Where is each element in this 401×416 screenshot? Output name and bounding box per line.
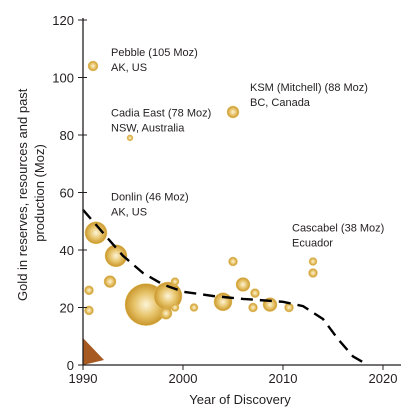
y-tick-label: 60 bbox=[60, 186, 74, 201]
annotation-label: Donlin (46 Moz) AK, US bbox=[111, 192, 189, 219]
y-tick-label: 20 bbox=[60, 301, 74, 316]
deposit-bubble bbox=[159, 307, 173, 320]
y-tick-label: 0 bbox=[67, 358, 74, 373]
x-tick-label: 2000 bbox=[169, 371, 198, 386]
deposit-bubble bbox=[126, 134, 134, 142]
x-tick-label: 1990 bbox=[69, 371, 98, 386]
discovery-trend-line bbox=[82, 209, 369, 367]
deposit-bubble bbox=[308, 268, 318, 278]
y-tick-label: 100 bbox=[52, 71, 74, 86]
deposit-bubble bbox=[250, 288, 260, 298]
x-axis-title: Year of Discovery bbox=[189, 392, 291, 407]
deposit-bubble bbox=[213, 292, 233, 312]
origin-marker bbox=[83, 338, 104, 365]
deposit-bubble bbox=[104, 244, 128, 268]
annotation-label: Cascabel (38 Moz) Ecuador bbox=[292, 223, 384, 250]
deposit-bubble bbox=[284, 302, 294, 313]
deposit-bubble bbox=[248, 302, 258, 313]
deposit-bubble bbox=[84, 305, 94, 316]
deposit-bubble bbox=[87, 60, 99, 72]
annotation-label: Pebble (105 Moz) AK, US bbox=[111, 47, 198, 74]
deposit-bubble bbox=[84, 221, 108, 245]
deposit-bubble bbox=[189, 303, 199, 312]
deposit-bubble bbox=[103, 275, 117, 288]
deposit-bubble bbox=[170, 277, 180, 286]
deposit-bubble bbox=[228, 256, 238, 267]
x-tick-label: 2020 bbox=[369, 371, 398, 386]
y-tick-label: 40 bbox=[60, 243, 74, 258]
deposit-bubble bbox=[235, 277, 251, 292]
annotation-label: Cadia East (78 Moz) NSW, Australia bbox=[111, 107, 211, 134]
x-tick-label: 2010 bbox=[269, 371, 298, 386]
deposit-bubble bbox=[308, 257, 318, 266]
deposit-bubble bbox=[226, 105, 240, 119]
y-axis-title: Gold in reserves, resources and past pro… bbox=[15, 85, 47, 301]
deposit-bubble bbox=[84, 285, 94, 296]
y-tick-label: 80 bbox=[60, 128, 74, 143]
y-tick-label: 120 bbox=[52, 13, 74, 28]
annotation-label: KSM (Mitchell) (88 Moz) BC, Canada bbox=[250, 82, 368, 109]
deposit-bubble bbox=[170, 303, 180, 312]
